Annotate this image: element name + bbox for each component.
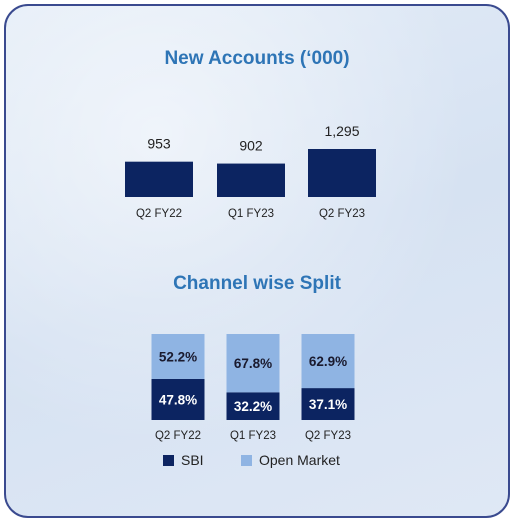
legend-open-market-label: Open Market <box>259 452 340 468</box>
charts-canvas: 953 Q2 FY22 902 Q1 FY23 1,295 Q2 FY23 47.8% 52.… <box>125 123 376 468</box>
new-accounts-bar <box>217 163 285 197</box>
sbi-pct-label: 37.1% <box>309 397 347 412</box>
new-accounts-category-label: Q2 FY22 <box>136 208 182 220</box>
sbi-segment <box>301 388 355 420</box>
sbi-pct-label: 47.8% <box>159 392 197 407</box>
legend-sbi-swatch <box>163 455 174 466</box>
new-accounts-category-label: Q2 FY23 <box>319 208 365 220</box>
channel-split-title: Channel wise Split <box>173 273 341 294</box>
open-market-pct-label: 67.8% <box>234 356 272 371</box>
legend-sbi-label: SBI <box>181 452 204 468</box>
new-accounts-value-label: 902 <box>239 138 263 154</box>
new-accounts-value-label: 1,295 <box>324 123 359 139</box>
new-accounts-value-label: 953 <box>147 136 171 152</box>
new-accounts-category-label: Q1 FY23 <box>228 208 274 220</box>
open-market-pct-label: 52.2% <box>159 349 197 364</box>
sbi-pct-label: 32.2% <box>234 399 272 414</box>
new-accounts-title: New Accounts (‘000) <box>164 48 350 69</box>
open-market-segment <box>301 334 355 389</box>
chart-card: New Accounts (‘000) Channel wise Split 9… <box>4 4 510 518</box>
open-market-segment <box>151 334 205 379</box>
open-market-segment <box>226 334 280 393</box>
sbi-segment <box>226 392 280 420</box>
channel-split-category-label: Q2 FY23 <box>305 430 351 442</box>
channel-split-category-label: Q1 FY23 <box>230 430 276 442</box>
new-accounts-bar <box>308 149 376 197</box>
sbi-segment <box>151 378 205 420</box>
new-accounts-bar <box>125 161 193 197</box>
open-market-pct-label: 62.9% <box>309 354 347 369</box>
legend-open-market-swatch <box>241 455 252 466</box>
channel-split-category-label: Q2 FY22 <box>155 430 201 442</box>
